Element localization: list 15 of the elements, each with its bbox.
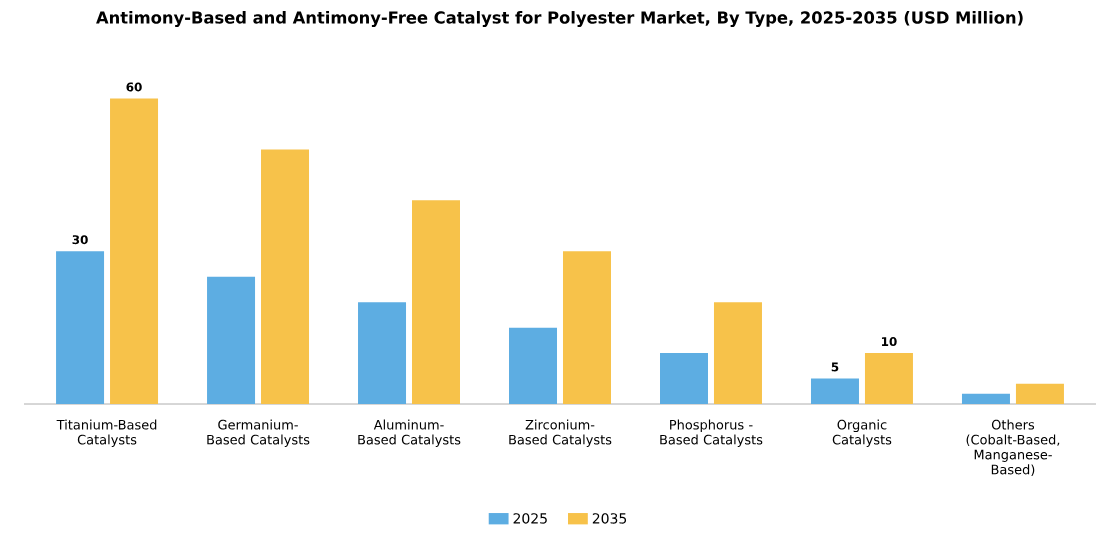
- bar: [961, 393, 1010, 404]
- bar: [660, 353, 708, 404]
- bar: [358, 302, 407, 404]
- chart-title: Antimony-Based and Antimony-Free Catalyst for Polyester Market, By Type, 2025-2035 (USD Million): [96, 11, 1023, 27]
- bar: [1015, 383, 1064, 404]
- bar: [412, 200, 460, 404]
- bar: [810, 378, 859, 404]
- bar: [207, 276, 256, 404]
- bar: [713, 302, 762, 404]
- bar: [509, 327, 558, 404]
- bar: [56, 251, 105, 404]
- bar: [864, 353, 913, 404]
- bar: [110, 98, 159, 404]
- bar: [562, 251, 611, 404]
- bar: [261, 149, 310, 404]
